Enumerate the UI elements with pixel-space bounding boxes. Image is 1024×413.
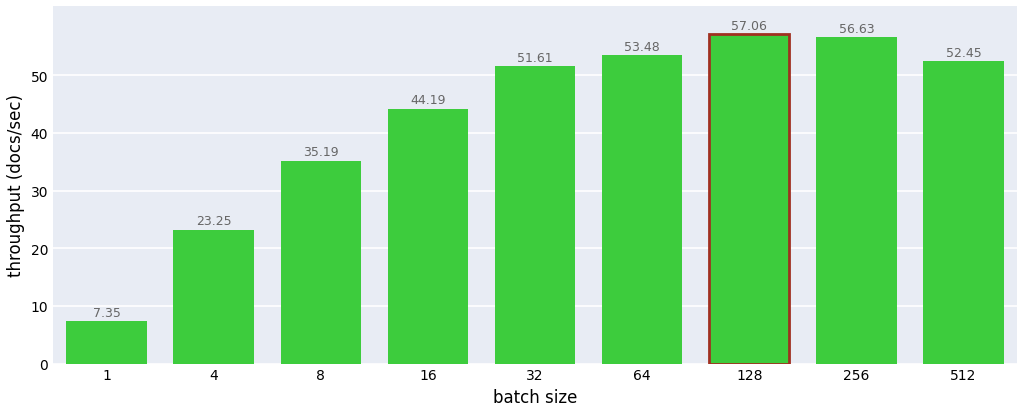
X-axis label: batch size: batch size bbox=[493, 388, 578, 406]
Text: 53.48: 53.48 bbox=[625, 41, 660, 54]
Text: 7.35: 7.35 bbox=[92, 306, 121, 319]
Bar bbox=[173, 230, 254, 364]
Bar bbox=[495, 67, 575, 364]
Bar bbox=[281, 161, 360, 364]
Bar bbox=[816, 38, 897, 364]
Text: 57.06: 57.06 bbox=[731, 20, 767, 33]
Text: 35.19: 35.19 bbox=[303, 146, 339, 159]
Y-axis label: throughput (docs/sec): throughput (docs/sec) bbox=[7, 94, 25, 277]
Text: 23.25: 23.25 bbox=[196, 215, 231, 228]
Bar bbox=[709, 36, 790, 364]
Bar bbox=[388, 109, 468, 364]
Text: 52.45: 52.45 bbox=[945, 47, 981, 59]
Text: 51.61: 51.61 bbox=[517, 52, 553, 64]
Text: 44.19: 44.19 bbox=[411, 94, 445, 107]
Text: 56.63: 56.63 bbox=[839, 23, 874, 36]
Bar bbox=[602, 56, 682, 364]
Bar bbox=[67, 321, 146, 364]
Bar bbox=[924, 62, 1004, 364]
